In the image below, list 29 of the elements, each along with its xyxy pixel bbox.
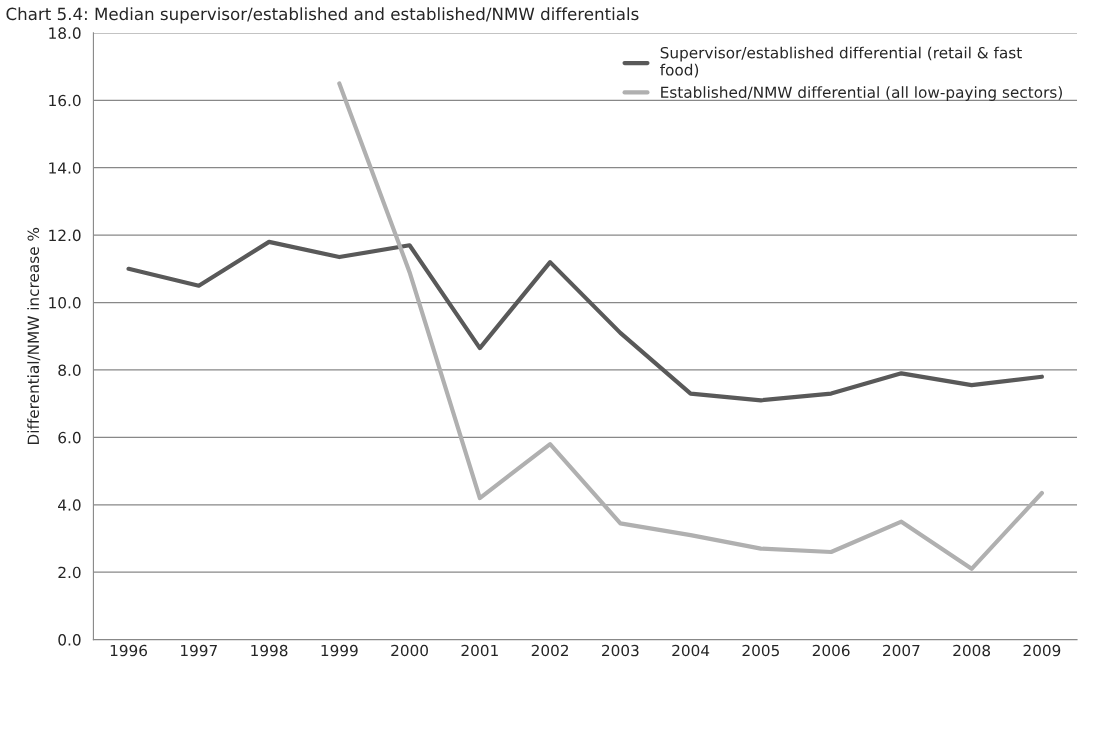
y-tick-label: 6.0 [58,431,81,444]
x-tick-label: 2007 [883,644,920,657]
y-tick-label: 12.0 [49,229,81,242]
x-tick-label: 1998 [251,644,288,657]
x-tick-label: 1997 [181,644,217,657]
x-tick-label: 2000 [391,644,428,657]
y-tick-label: 16.0 [49,94,81,107]
y-tick-label: 10.0 [49,297,81,309]
x-tick-label: 1996 [110,644,148,657]
y-tick-label: 2.0 [58,566,81,579]
x-tick-label: 2001 [461,644,498,657]
y-tick-label: 18.0 [49,27,81,39]
x-tick-label: 2006 [812,644,850,657]
x-tick-label: 1999 [321,644,358,657]
y-tick-label: 14.0 [49,162,81,174]
x-tick-label: 2009 [1023,644,1061,657]
x-tick-label: 2004 [672,644,710,657]
legend-label: Established/NMW differential (all low-paying sectors) [661,86,1062,101]
y-tick-label: 0.0 [58,634,81,646]
y-axis-title: Differential/NMW increase % [27,227,41,445]
x-tick-label: 2005 [742,644,779,657]
y-tick-label: 8.0 [58,364,81,376]
x-tick-label: 2003 [602,644,639,657]
chart-title: Chart 5.4: Median supervisor/established and established/NMW differentials [6,7,639,24]
y-tick-label: 4.0 [58,499,81,511]
x-tick-label: 2008 [953,644,991,657]
line-series [126,239,1044,403]
legend-label: Supervisor/established differential (retail & fast food) [660,46,1022,78]
x-tick-label: 2002 [531,644,568,657]
